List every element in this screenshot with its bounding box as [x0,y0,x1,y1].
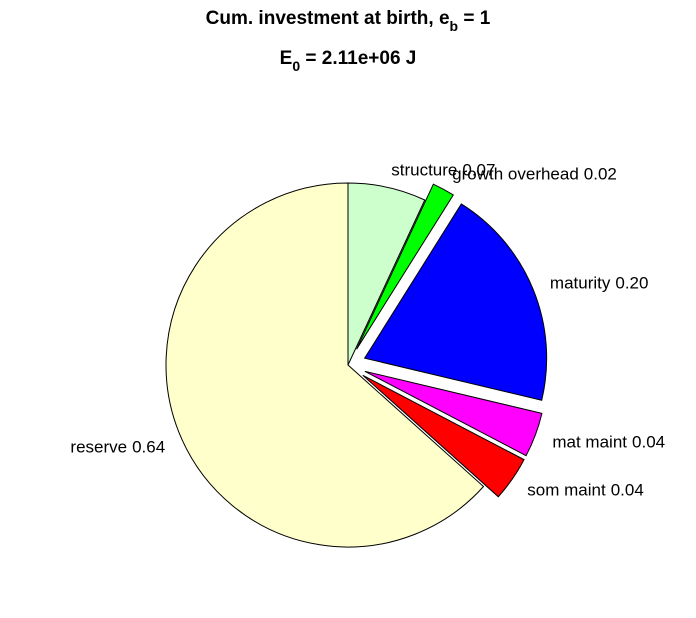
slice-label: growth overhead 0.02 [452,164,617,183]
title-part: Cum. investment at birth, e [206,8,450,29]
pie-slice [363,203,548,401]
title-part: = 1 [458,8,491,29]
pie-slice [356,183,454,350]
slice-label: structure 0.07 [391,161,495,180]
slice-value: 0.04 [632,432,665,451]
slice-value: 0.20 [615,273,648,292]
slice-name: structure [391,161,457,180]
subtitle-part: 0 [292,58,300,74]
slice-value: 0.07 [462,161,495,180]
subtitle-part: E [280,48,293,69]
slice-value: 0.02 [584,164,617,183]
slice-label: maturity 0.20 [550,273,649,292]
slice-label: mat maint 0.04 [552,432,665,451]
slice-label: reserve 0.64 [70,438,165,457]
chart-subtitle: E0 = 2.11e+06 J [280,48,417,74]
title-part: b [450,18,459,34]
slice-name: reserve [70,438,127,457]
pie-slice [364,370,543,457]
subtitle-part: = 2.11e+06 J [300,48,416,69]
pie-slice [165,182,485,548]
slice-name: growth overhead [452,164,579,183]
slice-value: 0.64 [132,438,165,457]
chart-title: Cum. investment at birth, eb = 1 [206,8,491,34]
slice-value: 0.04 [611,480,644,499]
slice-name: maturity [550,273,611,292]
slice-name: mat maint [552,432,627,451]
slice-label: som maint 0.04 [527,480,644,499]
slice-name: som maint [527,480,606,499]
pie-slice [362,374,525,498]
